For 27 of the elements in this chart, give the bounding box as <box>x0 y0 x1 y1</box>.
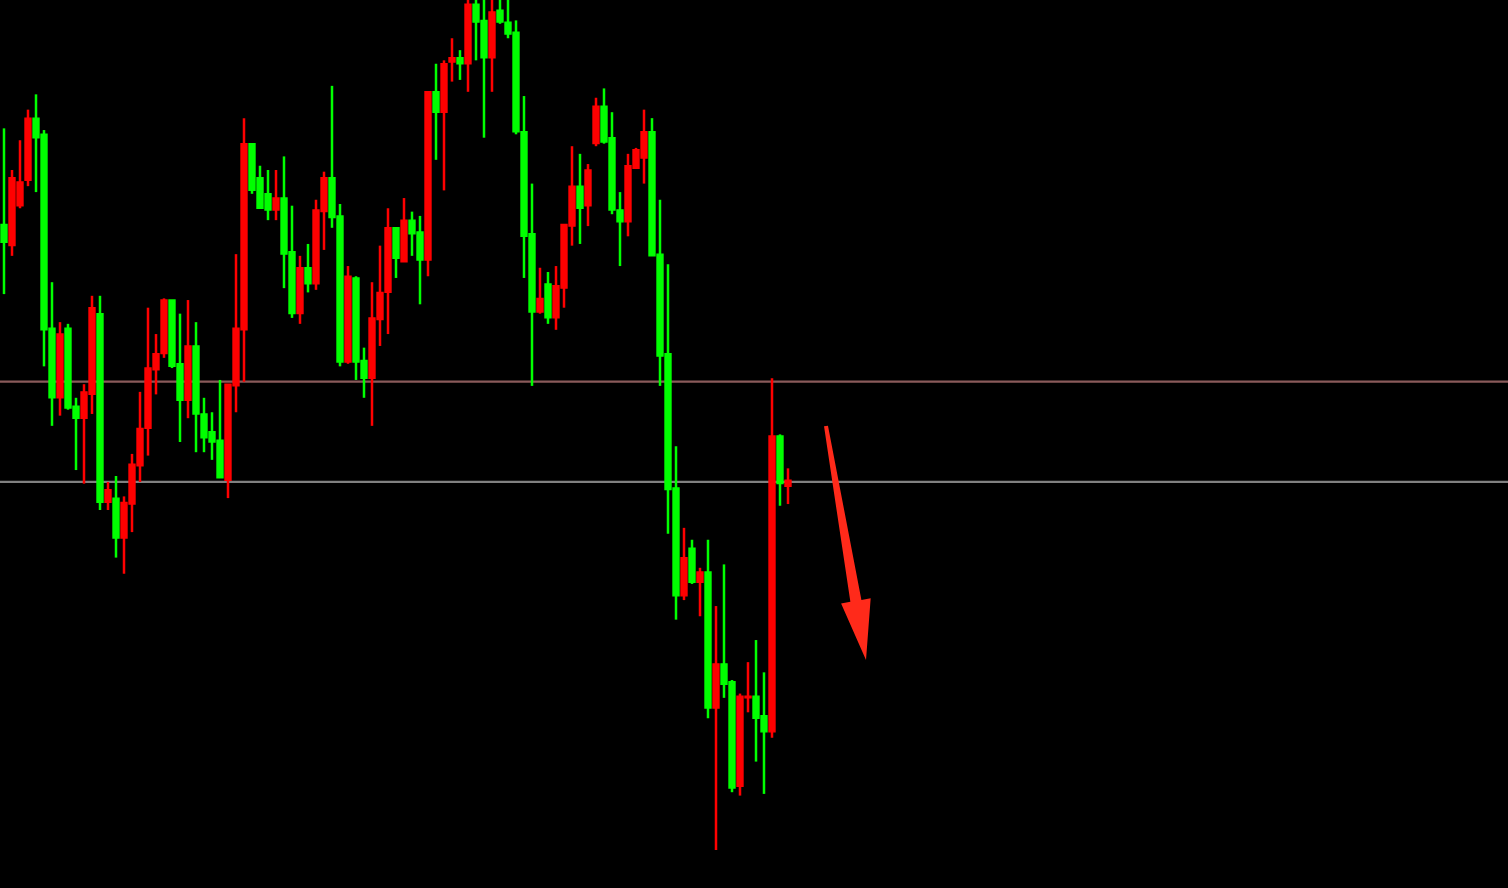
candlestick <box>688 538 696 586</box>
candlestick <box>536 266 544 315</box>
candlestick <box>576 152 584 246</box>
candlestick <box>416 214 424 306</box>
candlestick <box>272 168 280 222</box>
candlestick <box>0 127 8 296</box>
candlestick <box>296 254 304 326</box>
candlestick <box>696 566 704 618</box>
candlestick <box>432 62 440 162</box>
candlestick <box>304 242 312 294</box>
candlestick <box>488 0 496 94</box>
candlestick <box>112 474 120 559</box>
candlestick <box>216 378 224 479</box>
candlestick <box>592 96 600 148</box>
candlestick <box>640 108 648 185</box>
candlestick <box>712 604 720 852</box>
candlestick <box>680 526 688 602</box>
candlestick <box>480 0 488 139</box>
candlestick <box>776 433 784 507</box>
candlestick <box>544 270 552 326</box>
candlestick <box>264 168 272 222</box>
candlestick <box>784 467 792 506</box>
candlestick <box>104 480 112 512</box>
candlestick <box>456 48 464 82</box>
candlestick <box>584 162 592 228</box>
candlestick <box>392 226 400 280</box>
candlestick <box>400 196 408 264</box>
